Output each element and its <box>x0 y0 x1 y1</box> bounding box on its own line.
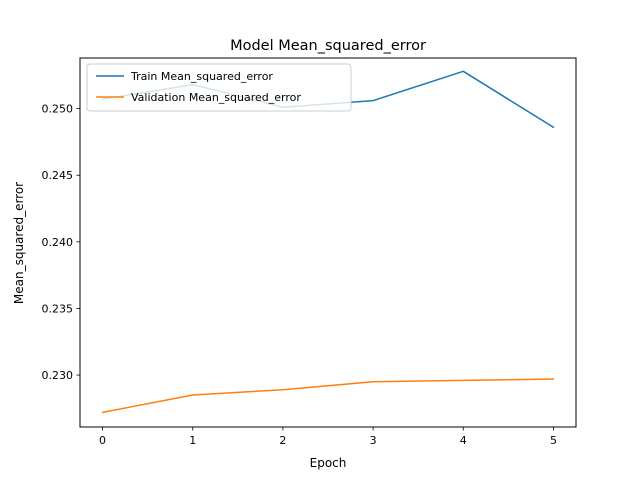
legend-box <box>86 63 352 112</box>
x-tick-label: 2 <box>279 434 286 447</box>
series-line-1 <box>101 378 555 414</box>
x-tick-label: 0 <box>99 434 106 447</box>
legend-label-1: Validation Mean_squared_error <box>131 91 301 104</box>
y-axis-label: Mean_squared_error <box>12 182 26 304</box>
y-tick-label: 0.230 <box>42 369 74 382</box>
x-tick-label: 4 <box>460 434 467 447</box>
x-tick-label: 1 <box>189 434 196 447</box>
legend-items: Train Mean_squared_error Validation Mean_… <box>96 70 301 104</box>
y-tick-label: 0.235 <box>42 302 74 315</box>
chart-title: Model Mean_squared_error <box>230 38 426 54</box>
y-tick-label: 0.245 <box>42 169 74 182</box>
axes-frame <box>79 57 577 428</box>
legend-label-0: Train Mean_squared_error <box>130 70 273 83</box>
x-axis: 0 1 2 3 4 5 <box>99 427 557 447</box>
y-axis: 0.230 0.235 0.240 0.245 0.250 <box>42 103 80 382</box>
y-tick-label: 0.240 <box>42 236 74 249</box>
x-tick-label: 3 <box>370 434 377 447</box>
y-tick-label: 0.250 <box>42 103 74 116</box>
x-axis-label: Epoch <box>310 456 347 470</box>
x-tick-label: 5 <box>550 434 557 447</box>
legend: Train Mean_squared_error Validation Mean_… <box>86 63 352 112</box>
